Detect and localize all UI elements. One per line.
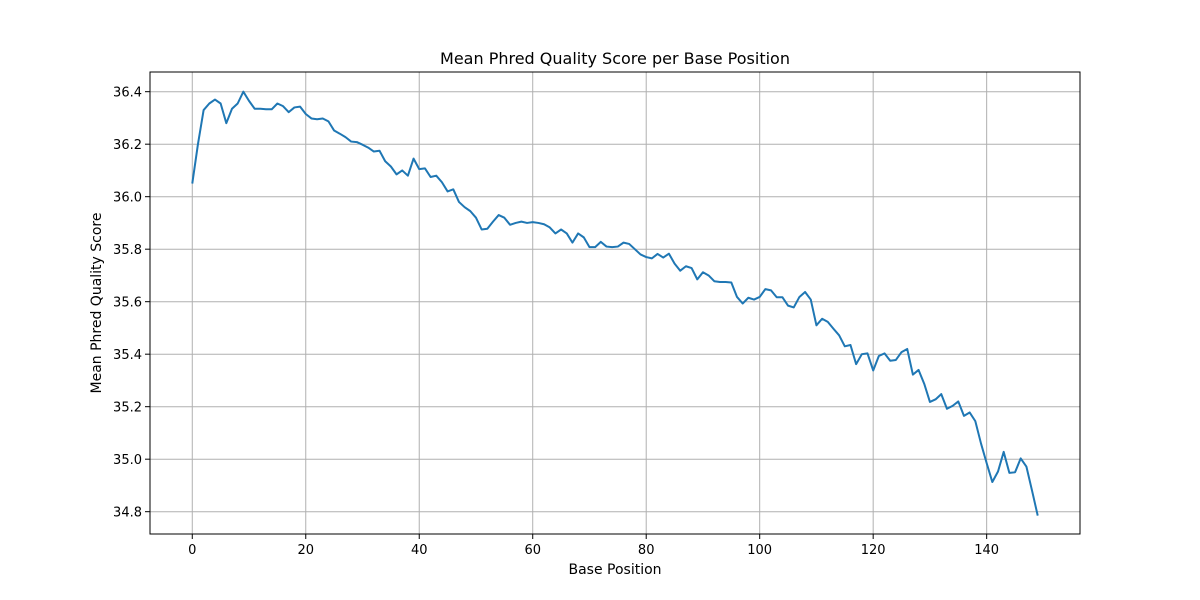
x-axis-label: Base Position [568, 562, 661, 578]
x-tick-label: 0 [188, 543, 196, 558]
chart-title: Mean Phred Quality Score per Base Positi… [440, 49, 790, 68]
y-axis-label: Mean Phred Quality Score [89, 213, 105, 394]
x-tick-label: 60 [524, 543, 541, 558]
ticks: 0 20 40 60 80 100 120 140 34.8 35.0 35.2 35.4 35.6 35… [113, 86, 999, 558]
x-tick-label: 100 [747, 543, 772, 558]
x-tick-label: 140 [974, 543, 999, 558]
y-tick-label: 35.2 [113, 401, 142, 416]
series-layer [191, 90, 1039, 516]
y-tick-label: 35.6 [113, 296, 142, 311]
y-tick-label: 36.2 [113, 138, 142, 153]
x-tick-label: 80 [638, 543, 655, 558]
x-tick-label: 20 [297, 543, 314, 558]
series-line [191, 90, 1039, 516]
y-tick-label: 36.0 [113, 191, 142, 206]
y-tick-label: 34.8 [113, 506, 142, 521]
grid [150, 72, 1080, 534]
x-tick-label: 40 [411, 543, 428, 558]
x-tick-label: 120 [861, 543, 886, 558]
y-tick-label: 35.4 [113, 348, 142, 363]
y-tick-label: 35.0 [113, 453, 142, 468]
y-tick-label: 36.4 [113, 86, 142, 101]
y-tick-label: 35.8 [113, 243, 142, 258]
plot-frame [149, 71, 1081, 535]
